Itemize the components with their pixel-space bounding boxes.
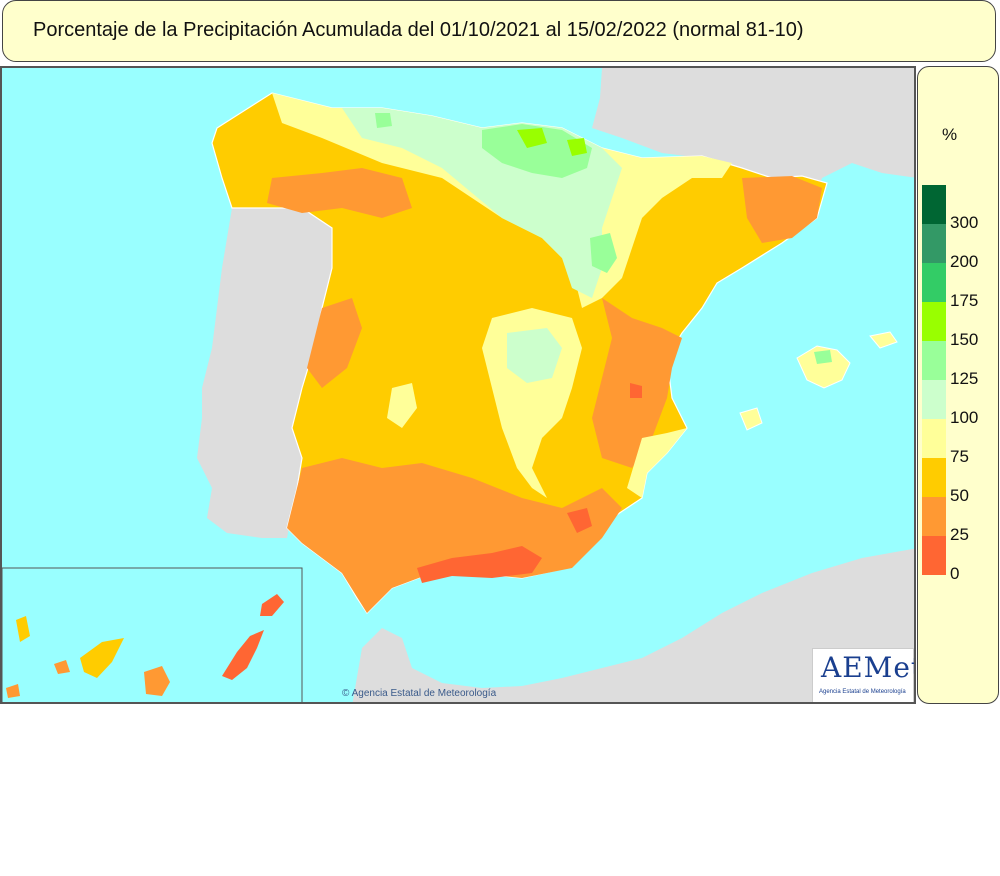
portugal-land (197, 208, 332, 538)
zone-brightgreen-navarre (567, 138, 587, 156)
legend-swatch (922, 224, 946, 263)
zone-green-asturias (375, 113, 392, 128)
zone-orange-catalonia (742, 176, 822, 243)
title-box: Porcentaje de la Precipitación Acumulada… (2, 0, 996, 62)
legend-label: 175 (950, 291, 979, 310)
legend-label: 25 (950, 525, 969, 544)
legend-label: 200 (950, 252, 979, 271)
map-frame[interactable]: © Agencia Estatal de Meteorología AEMet … (0, 66, 916, 704)
legend-label: 100 (950, 408, 979, 427)
legend-swatch (922, 419, 946, 458)
menorca-island (869, 331, 898, 349)
ibiza-island (739, 407, 763, 431)
legend-swatch (922, 536, 946, 575)
legend-label: 300 (950, 213, 979, 232)
zone-brightgreen-basque (517, 128, 547, 148)
legend-swatch (922, 380, 946, 419)
canary-fuerteventura (222, 630, 264, 680)
map-svg (2, 68, 914, 702)
zone-orange-south (287, 458, 622, 613)
zone-green-ebro (590, 233, 617, 273)
france-land (592, 68, 914, 193)
mallorca-island (796, 345, 851, 389)
canary-gran-canaria (144, 666, 170, 696)
legend-label: 125 (950, 369, 979, 388)
canary-el-hierro (6, 684, 20, 698)
canary-la-gomera (54, 660, 70, 674)
copyright-credit: © Agencia Estatal de Meteorología (342, 688, 497, 699)
logo-subtitle: Agencia Estatal de Meteorología (819, 689, 906, 695)
canary-tenerife (80, 638, 124, 678)
zone-orange-west (307, 298, 362, 388)
legend-swatch (922, 497, 946, 536)
canary-lanzarote (260, 594, 284, 616)
zone-green-cantabria (482, 124, 592, 178)
zone-red-valencia (630, 383, 642, 398)
legend-label: 150 (950, 330, 979, 349)
mallorca-green-zone (814, 350, 832, 364)
legend-swatch (922, 263, 946, 302)
legend-label: 50 (950, 486, 969, 505)
legend-unit: % (942, 125, 958, 144)
legend-swatch (922, 341, 946, 380)
zone-red-murcia (567, 508, 592, 533)
legend-swatch (922, 302, 946, 341)
legend-swatch (922, 458, 946, 497)
legend-panel: % 300 200 175 150 125 100 75 50 25 0 (917, 66, 999, 704)
africa-land (352, 548, 914, 702)
zone-lightgreen-center (507, 328, 562, 383)
map-title: Porcentaje de la Precipitación Acumulada… (33, 19, 804, 41)
legend-label: 75 (950, 447, 969, 466)
legend-swatch (922, 185, 946, 224)
aemet-logo: AEMet Agencia Estatal de Meteorología (812, 648, 916, 702)
zone-yellow-extremadura (387, 383, 417, 428)
canary-la-palma (16, 616, 30, 642)
zone-yellow-east-strip (627, 428, 687, 498)
logo-wordmark: AEMet (821, 651, 916, 684)
zone-orange-northwest (267, 168, 412, 218)
zone-red-malaga (417, 546, 542, 583)
legend-label: 0 (950, 564, 960, 583)
zone-orange-east (592, 298, 682, 468)
